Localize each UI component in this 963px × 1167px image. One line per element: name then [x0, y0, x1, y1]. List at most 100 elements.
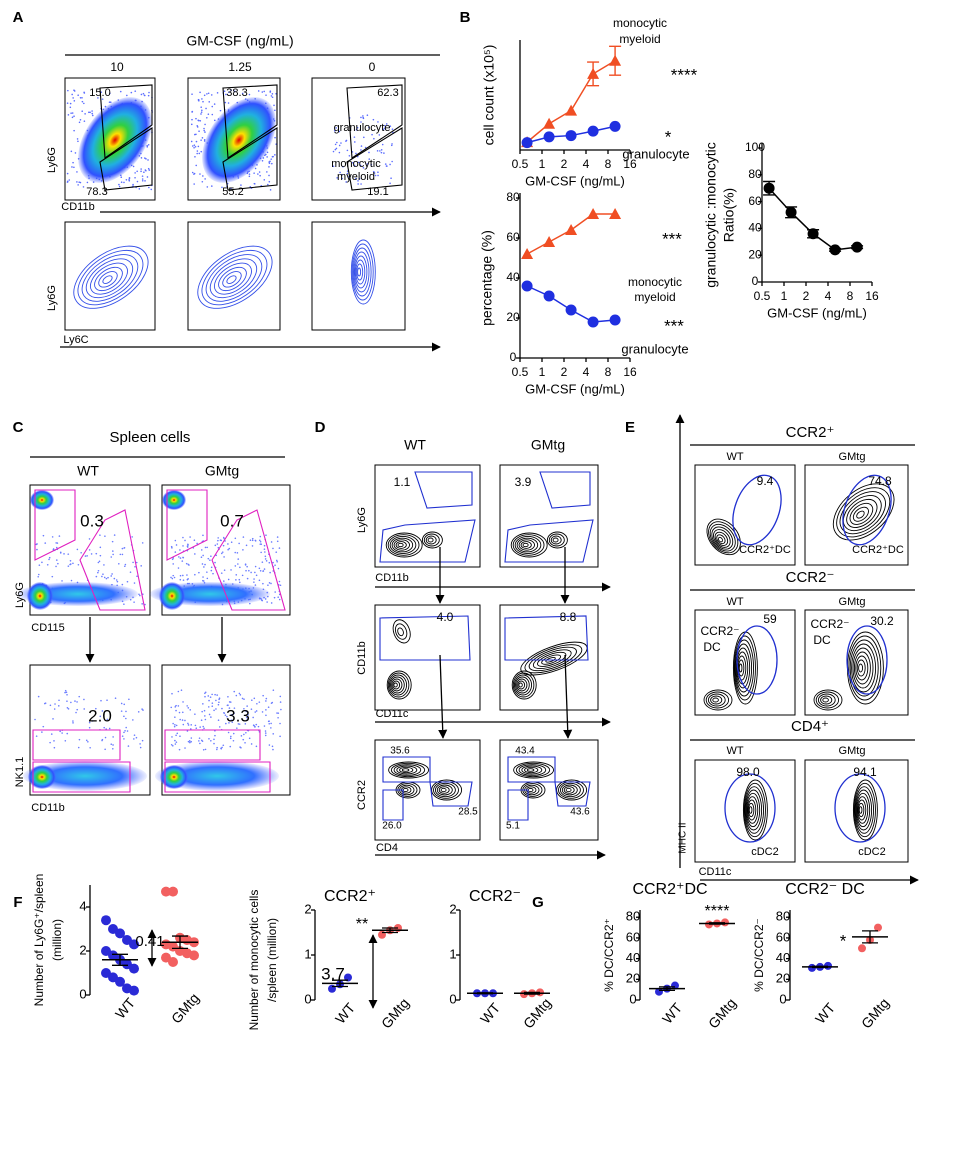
shape	[359, 164, 362, 167]
panel-text: CCR2⁺	[786, 424, 835, 441]
shape	[232, 739, 235, 742]
shape	[218, 697, 221, 700]
x-axis-label: GM-CSF (ng/mL)	[525, 173, 625, 188]
chart-title: CCR2⁺DC	[632, 881, 707, 898]
shape	[227, 731, 230, 734]
shape	[856, 796, 869, 824]
shape	[279, 701, 282, 703]
shape	[91, 114, 94, 117]
shape	[144, 169, 147, 171]
panel-text: CCR2⁺DC	[852, 544, 904, 556]
annotation: myeloid	[619, 32, 660, 46]
shape	[507, 789, 529, 821]
shape	[393, 682, 398, 688]
panel-letter: E	[625, 419, 635, 436]
shape	[186, 574, 188, 576]
shape	[516, 678, 528, 692]
shape	[76, 171, 78, 173]
shape	[132, 561, 134, 564]
shape	[121, 547, 124, 550]
shape	[113, 577, 116, 580]
x-tick-label: 0.5	[512, 157, 529, 171]
shape	[206, 93, 208, 95]
panel-text: 0.7	[220, 511, 244, 530]
point	[543, 290, 555, 302]
shape	[67, 565, 70, 567]
shape	[203, 709, 206, 712]
shape	[105, 577, 108, 580]
shape	[230, 719, 233, 721]
shape	[143, 94, 146, 97]
panel-text: myeloid	[337, 171, 375, 183]
x-tick-label: 8	[605, 365, 612, 379]
shape	[272, 155, 274, 158]
shape	[130, 91, 133, 94]
shape	[90, 553, 93, 555]
shape	[83, 120, 86, 122]
shape	[499, 604, 599, 711]
y-tick-label: 60	[776, 929, 790, 944]
x-tick-label: 4	[583, 157, 590, 171]
shape	[272, 733, 275, 735]
shape	[355, 129, 358, 131]
shape	[265, 700, 267, 702]
shape	[147, 167, 150, 170]
shape	[336, 141, 338, 144]
shape	[738, 659, 745, 677]
shape	[68, 179, 71, 181]
shape	[241, 574, 244, 577]
shape	[65, 691, 68, 694]
shape	[182, 701, 184, 703]
shape	[267, 720, 270, 723]
sem-bar	[524, 991, 540, 995]
shape	[268, 166, 270, 168]
panel-text: CCR2⁺DC	[739, 544, 791, 556]
shape	[221, 746, 223, 749]
panel-text: CCR2	[356, 780, 368, 810]
annotation: 0.41	[135, 933, 164, 950]
shape	[251, 539, 254, 542]
shape	[273, 596, 276, 599]
shape	[206, 577, 209, 580]
shape	[141, 542, 144, 544]
panel-text: 0.3	[80, 511, 104, 530]
shape	[254, 571, 256, 574]
point	[587, 125, 599, 137]
shape	[277, 716, 279, 719]
shape	[128, 179, 131, 182]
shape	[198, 130, 200, 133]
shape	[77, 140, 79, 143]
shape	[374, 464, 481, 568]
shape	[263, 179, 266, 181]
panel-text: DC	[703, 640, 721, 654]
shape	[211, 702, 214, 704]
shape	[230, 89, 232, 91]
y-tick-label: 40	[748, 221, 762, 235]
shape	[270, 602, 273, 604]
shape	[77, 184, 79, 186]
dot	[129, 985, 139, 996]
shape	[239, 566, 241, 569]
shape	[265, 714, 267, 717]
shape	[382, 128, 385, 131]
shape	[73, 115, 75, 117]
shape	[849, 639, 879, 697]
shape	[102, 573, 104, 575]
x-tick-label: 1	[539, 365, 546, 379]
y-axis-label: % DC/CCR2⁻	[752, 918, 766, 992]
dot	[858, 944, 866, 953]
shape	[237, 558, 240, 560]
dot	[129, 963, 139, 974]
point	[587, 67, 600, 79]
shape	[231, 713, 234, 716]
shape	[389, 535, 417, 555]
shape	[272, 748, 274, 751]
shape	[98, 560, 101, 563]
shape	[251, 699, 253, 702]
shape	[133, 734, 136, 736]
panel-text: CD4⁺	[791, 718, 829, 735]
shape	[73, 245, 149, 309]
shape	[255, 745, 258, 748]
shape	[217, 539, 219, 542]
shape	[83, 91, 85, 94]
